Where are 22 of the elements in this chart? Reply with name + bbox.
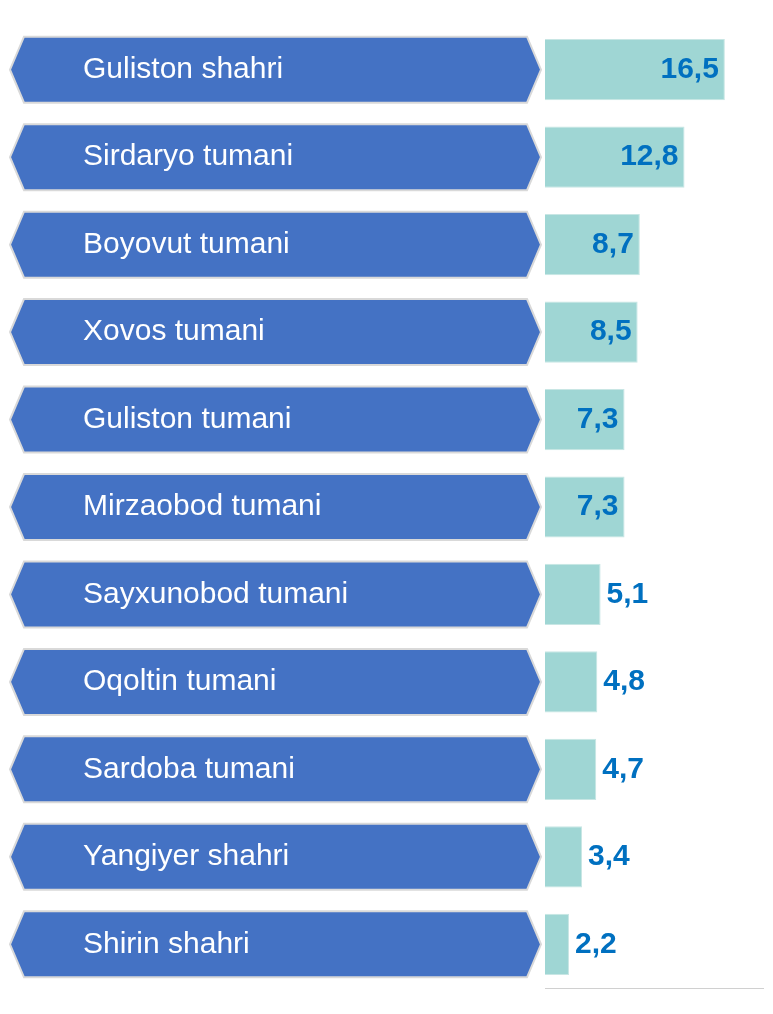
y-tick-label: Oqoltin tumani: [83, 663, 277, 697]
y-tick-label: Xovos tumani: [83, 313, 265, 347]
y-tick-label: Sardoba tumani: [83, 750, 295, 784]
y-tick-label: Guliston shahri: [83, 50, 284, 84]
data-label: 8,7: [592, 225, 634, 259]
y-tick-label: Guliston tumani: [83, 400, 292, 434]
y-tick-label: Sirdaryo tumani: [83, 138, 294, 172]
data-label: 5,1: [606, 575, 649, 609]
data-label: 3,4: [588, 838, 631, 872]
y-tick-label: Yangiyer shahri: [83, 838, 290, 872]
data-label: 12,8: [620, 138, 679, 172]
data-label: 7,3: [576, 488, 619, 522]
data-label: 4,7: [602, 750, 644, 784]
y-tick-label: Sayxunobod tumani: [83, 575, 349, 609]
y-tick-label: Shirin shahri: [83, 925, 250, 959]
data-label: 7,3: [576, 400, 619, 434]
y-tick-label: Boyovut tumani: [83, 225, 290, 259]
data-label: 16,5: [660, 50, 719, 84]
data-label: 2,2: [574, 925, 617, 959]
data-label: 8,5: [589, 313, 632, 347]
y-tick-label: Mirzaobod tumani: [83, 488, 322, 522]
data-label: 4,8: [603, 663, 646, 697]
